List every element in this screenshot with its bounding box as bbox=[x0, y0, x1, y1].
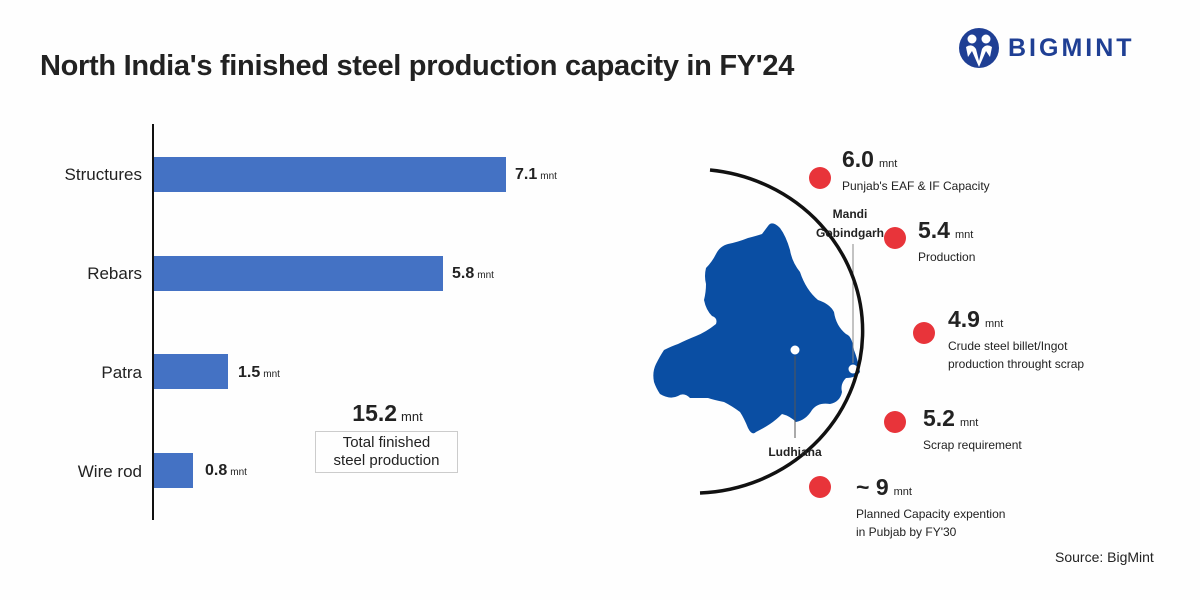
y-axis-line bbox=[152, 124, 154, 520]
stat-planned-capacity: ~ 9 mnt Planned Capacity expention in Pub… bbox=[856, 474, 1006, 539]
category-label: Patra bbox=[101, 363, 142, 382]
stat-dot bbox=[809, 476, 831, 498]
category-label: Rebars bbox=[87, 264, 142, 283]
category-label: Wire rod bbox=[77, 462, 142, 481]
city-label-ludhiana: Ludhiana bbox=[768, 445, 822, 459]
bar-patra bbox=[154, 354, 228, 389]
value-label: 7.1 mnt bbox=[515, 166, 557, 183]
stat-crude-steel: 4.9 mnt Crude steel billet/Ingot producti… bbox=[948, 306, 1085, 371]
stat-production: 5.4 mnt Production bbox=[918, 217, 976, 264]
stat-dot bbox=[913, 322, 935, 344]
stat-scrap-requirement: 5.2 mnt Scrap requirement bbox=[923, 405, 1022, 452]
chart-title: North India's finished steel production … bbox=[40, 50, 795, 82]
punjab-map-shape bbox=[653, 223, 860, 434]
total-label-line: steel production bbox=[333, 452, 440, 469]
city-label-mandi-gobindgarh: Mandi Gobindgarh bbox=[805, 205, 895, 243]
bar-rebars bbox=[154, 256, 443, 291]
stat-eaf-if-capacity: 6.0 mnt Punjab's EAF & IF Capacity bbox=[842, 146, 990, 193]
stat-dot bbox=[809, 167, 831, 189]
bigmint-logo-icon bbox=[959, 28, 999, 68]
source-note: Source: BigMint bbox=[1055, 549, 1154, 565]
bar-wire-rod bbox=[154, 453, 193, 488]
bar-structures bbox=[154, 157, 506, 192]
city-name-line: Gobindgarh bbox=[816, 226, 884, 240]
city-name-line: Mandi bbox=[832, 207, 868, 221]
total-label-line: Total finished bbox=[342, 434, 431, 451]
value-label: 5.8 mnt bbox=[452, 265, 494, 282]
timeline-arc bbox=[699, 168, 865, 495]
stat-dot bbox=[884, 411, 906, 433]
logo-text: BIGMINT bbox=[1008, 33, 1135, 62]
value-label: 1.5 mnt bbox=[238, 364, 280, 381]
bigmint-logo: BIGMINT bbox=[958, 27, 1135, 69]
stat-dot bbox=[884, 227, 906, 249]
value-label: 0.8 mnt bbox=[205, 462, 247, 479]
total-label-box: Total finished steel production bbox=[315, 431, 458, 473]
category-label: Structures bbox=[64, 165, 142, 184]
total-value: 15.2 mnt bbox=[352, 400, 423, 426]
